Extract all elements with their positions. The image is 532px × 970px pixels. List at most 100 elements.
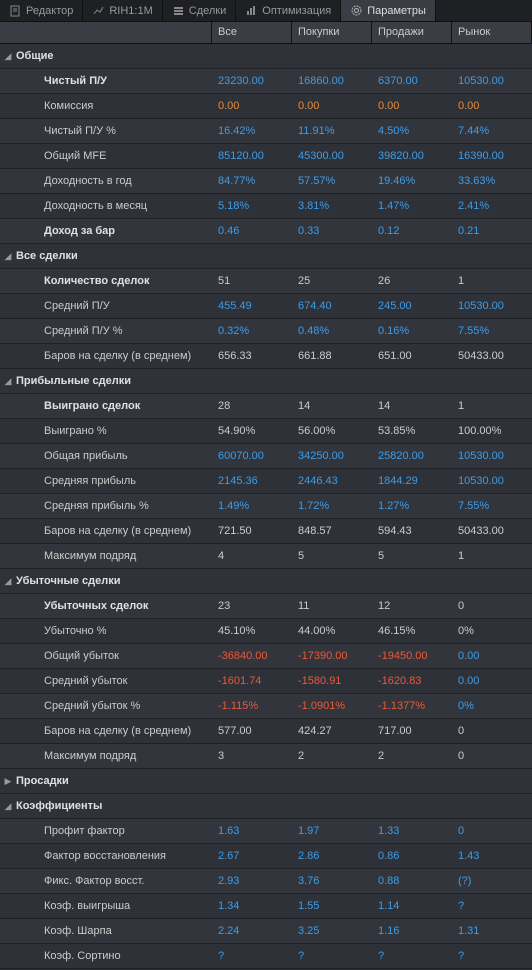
row-label: Коэф. Шарпа xyxy=(16,925,212,937)
row-value: 6370.00 xyxy=(372,75,452,87)
section-title: Прибыльные сделки xyxy=(16,375,212,387)
row-value: -1.1377% xyxy=(372,700,452,712)
row-value: -19450.00 xyxy=(372,650,452,662)
data-row: Общий убыток-36840.00-17390.00-19450.000… xyxy=(0,644,532,669)
tab-chart[interactable]: RIH1:1M xyxy=(83,0,162,21)
tab-deals[interactable]: Сделки xyxy=(163,0,237,21)
expand-icon[interactable]: ◢ xyxy=(0,51,16,62)
tab-label: Оптимизация xyxy=(262,5,331,17)
row-value: 1.97 xyxy=(292,825,372,837)
data-row: Баров на сделку (в среднем)656.33661.886… xyxy=(0,344,532,369)
tab-editor[interactable]: Редактор xyxy=(0,0,83,21)
data-row: Фактор восстановления2.672.860.861.43 xyxy=(0,844,532,869)
row-value: 0.21 xyxy=(452,225,532,237)
section-title: Коэффициенты xyxy=(16,800,212,812)
row-value: 10530.00 xyxy=(452,475,532,487)
row-value: ? xyxy=(292,950,372,962)
expand-icon[interactable]: ▶ xyxy=(0,776,16,787)
tab-gear[interactable]: Параметры xyxy=(341,0,436,21)
row-value: 56.00% xyxy=(292,425,372,437)
row-value: 10530.00 xyxy=(452,75,532,87)
row-label: Баров на сделку (в среднем) xyxy=(16,725,212,737)
expand-icon[interactable]: ◢ xyxy=(0,376,16,387)
row-value: 0 xyxy=(452,825,532,837)
data-row: Средний убыток-1601.74-1580.91-1620.830.… xyxy=(0,669,532,694)
tab-label: Редактор xyxy=(26,5,73,17)
section-header[interactable]: ▶Просадки xyxy=(0,769,532,794)
row-value: -1580.91 xyxy=(292,675,372,687)
row-value: 424.27 xyxy=(292,725,372,737)
row-value: 2.86 xyxy=(292,850,372,862)
row-value: 594.43 xyxy=(372,525,452,537)
row-value: -1620.83 xyxy=(372,675,452,687)
row-value: 0% xyxy=(452,625,532,637)
row-value: 656.33 xyxy=(212,350,292,362)
row-value: -1.115% xyxy=(212,700,292,712)
header-col-2[interactable]: Покупки xyxy=(292,22,372,43)
row-label: Общий убыток xyxy=(16,650,212,662)
row-value: 14 xyxy=(292,400,372,412)
header-col-1[interactable]: Все xyxy=(212,22,292,43)
row-value: 46.15% xyxy=(372,625,452,637)
row-label: Средний убыток xyxy=(16,675,212,687)
section-header[interactable]: ◢Прибыльные сделки xyxy=(0,369,532,394)
row-value: 11.91% xyxy=(292,125,372,137)
row-label: Убыточных сделок xyxy=(16,600,212,612)
expand-icon[interactable]: ◢ xyxy=(0,576,16,587)
section-header[interactable]: ◢Коэффициенты xyxy=(0,794,532,819)
row-value: 2.93 xyxy=(212,875,292,887)
data-row: Доход за бар0.460.330.120.21 xyxy=(0,219,532,244)
row-value: 19.46% xyxy=(372,175,452,187)
row-value: 245.00 xyxy=(372,300,452,312)
row-value: -1.0901% xyxy=(292,700,372,712)
data-row: Баров на сделку (в среднем)721.50848.575… xyxy=(0,519,532,544)
data-row: Фикс. Фактор восст.2.933.760.88(?) xyxy=(0,869,532,894)
row-value: 25820.00 xyxy=(372,450,452,462)
row-label: Фактор восстановления xyxy=(16,850,212,862)
row-label: Общий MFE xyxy=(16,150,212,162)
row-value: 0.16% xyxy=(372,325,452,337)
row-value: -17390.00 xyxy=(292,650,372,662)
row-value: 1.72% xyxy=(292,500,372,512)
row-value: 1 xyxy=(452,550,532,562)
data-row: Чистый П/У %16.42%11.91%4.50%7.44% xyxy=(0,119,532,144)
row-value: 39820.00 xyxy=(372,150,452,162)
header-col-4[interactable]: Рынок xyxy=(452,22,532,43)
expand-icon[interactable]: ◢ xyxy=(0,251,16,262)
row-value: 50433.00 xyxy=(452,350,532,362)
section-header[interactable]: ◢Убыточные сделки xyxy=(0,569,532,594)
row-value: 45300.00 xyxy=(292,150,372,162)
table-body: ◢ОбщиеЧистый П/У23230.0016860.006370.001… xyxy=(0,44,532,969)
row-label: Чистый П/У % xyxy=(16,125,212,137)
tab-bar: Редактор RIH1:1MСделки Оптимизация Параметр… xyxy=(0,0,532,22)
row-value: 1.27% xyxy=(372,500,452,512)
header-col-3[interactable]: Продажи xyxy=(372,22,452,43)
tab-optim[interactable]: Оптимизация xyxy=(236,0,341,21)
row-label: Средний П/У % xyxy=(16,325,212,337)
data-row: Профит фактор1.631.971.330 xyxy=(0,819,532,844)
row-value: -1601.74 xyxy=(212,675,292,687)
row-label: Выиграно сделок xyxy=(16,400,212,412)
row-value: 455.49 xyxy=(212,300,292,312)
deals-icon xyxy=(172,4,185,17)
section-title: Убыточные сделки xyxy=(16,575,212,587)
data-row: Выиграно сделок2814141 xyxy=(0,394,532,419)
row-value: 53.85% xyxy=(372,425,452,437)
row-label: Профит фактор xyxy=(16,825,212,837)
row-value: 16390.00 xyxy=(452,150,532,162)
row-value: 4 xyxy=(212,550,292,562)
row-value: 0% xyxy=(452,700,532,712)
expand-icon[interactable]: ◢ xyxy=(0,801,16,812)
row-value: 1.47% xyxy=(372,200,452,212)
data-row: Баров на сделку (в среднем)577.00424.277… xyxy=(0,719,532,744)
row-value: 0.00 xyxy=(452,675,532,687)
row-value: 0 xyxy=(452,750,532,762)
data-row: Доходность в месяц5.18%3.81%1.47%2.41% xyxy=(0,194,532,219)
data-row: Средний П/У455.49674.40245.0010530.00 xyxy=(0,294,532,319)
row-label: Доходность в год xyxy=(16,175,212,187)
data-row: Чистый П/У23230.0016860.006370.0010530.0… xyxy=(0,69,532,94)
section-header[interactable]: ◢Все сделки xyxy=(0,244,532,269)
row-value: 0.48% xyxy=(292,325,372,337)
section-header[interactable]: ◢Общие xyxy=(0,44,532,69)
row-value: 674.40 xyxy=(292,300,372,312)
